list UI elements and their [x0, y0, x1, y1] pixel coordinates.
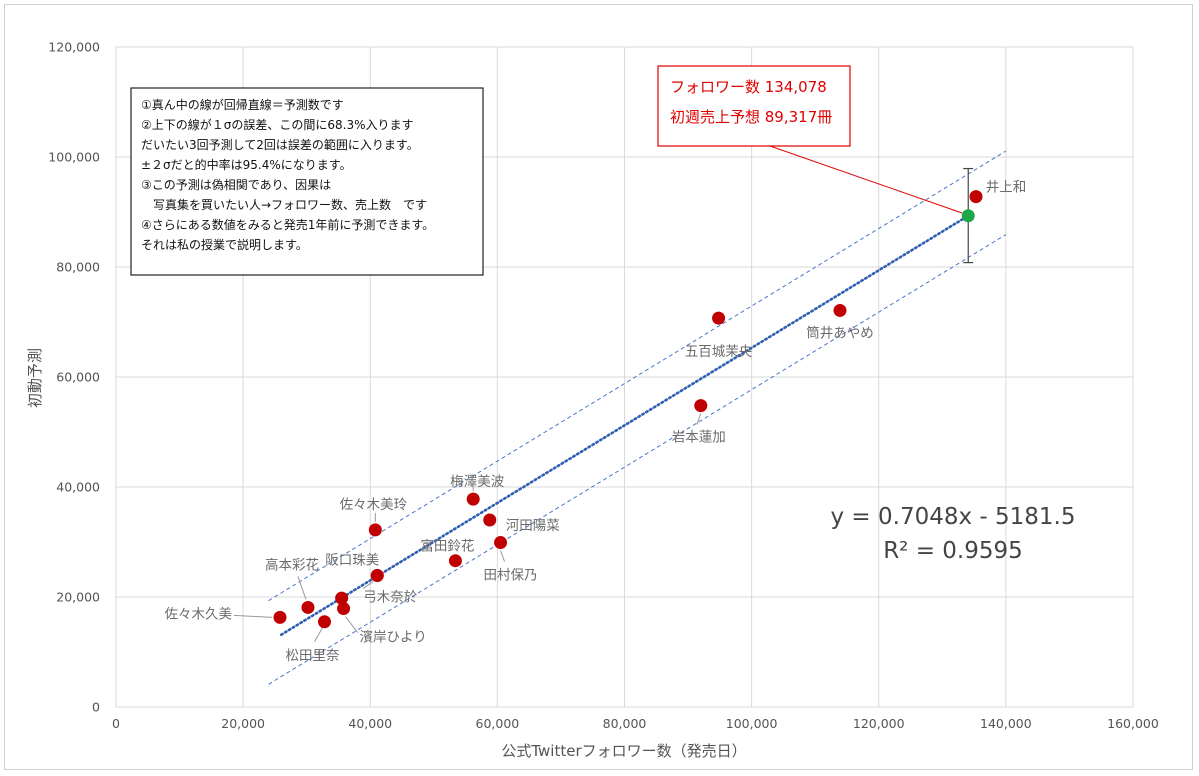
data-point: [494, 536, 508, 550]
data-point: [273, 610, 287, 624]
point-label: 筒井あやめ: [806, 324, 874, 341]
point-label-leader: [362, 581, 374, 589]
point-label: 河田陽菜: [506, 518, 560, 534]
y-tick-label: 0: [92, 700, 100, 715]
x-tick-label: 60,000: [476, 716, 520, 731]
data-points: [273, 190, 983, 629]
note-line: ③この予測は偽相関であり、因果は: [141, 178, 331, 192]
data-point: [712, 311, 726, 325]
point-label: 濱岸ひより: [360, 630, 427, 646]
y-tick-label: 100,000: [48, 150, 100, 165]
note-line: だいたい3回予測して2回は誤差の範囲に入ります。: [141, 137, 419, 152]
callout-followers: フォロワー数 134,078: [670, 78, 827, 96]
point-label: 井上和: [986, 180, 1027, 196]
note-line: 写真集を買いたい人→フォロワー数、売上数 です: [141, 197, 427, 212]
point-label: 佐々木美玲: [340, 497, 408, 513]
note-box: ①真ん中の線が回帰直線＝予測数です ②上下の線が１σの誤差、この間に68.3%入り…: [130, 87, 484, 276]
data-point: [466, 492, 480, 506]
data-point: [969, 190, 983, 204]
point-label-leader: [314, 627, 323, 642]
point-label-leader: [297, 576, 307, 600]
data-point: [301, 600, 315, 614]
data-point: [448, 554, 462, 568]
upper-sigma-line: [268, 150, 1007, 602]
data-point: [368, 523, 382, 537]
point-label: 五百城茉央: [685, 343, 753, 360]
point-label: 梅澤美波: [450, 474, 504, 490]
x-tick-label: 40,000: [348, 716, 392, 731]
y-tick-label: 60,000: [56, 370, 100, 385]
point-label-leader: [233, 614, 273, 618]
label-leaders: [233, 413, 702, 642]
regression-equation: y = 0.7048x - 5181.5: [831, 504, 1076, 530]
note-line: それは私の授業で説明します。: [141, 237, 308, 252]
callout-box: [657, 65, 851, 147]
data-point: [337, 602, 351, 616]
point-label: 松田里奈: [285, 648, 339, 664]
data-point: [694, 399, 708, 413]
point-label: 田村保乃: [484, 568, 538, 584]
point-label: 富田鈴花: [420, 538, 474, 555]
x-tick-label: 120,000: [853, 716, 905, 731]
y-tick-label: 80,000: [56, 260, 100, 275]
callout: フォロワー数 134,078 初週売上予想 89,317冊: [657, 65, 963, 214]
point-label: 佐々木久美: [164, 606, 232, 622]
r-squared: R² = 0.9595: [883, 538, 1023, 564]
y-axis-title: 初動予測: [26, 348, 44, 408]
note-lines: ①真ん中の線が回帰直線＝予測数です ②上下の線が１σの誤差、この間に68.3%入り…: [141, 97, 434, 252]
lower-sigma-line: [268, 234, 1007, 685]
x-tick-label: 160,000: [1107, 716, 1159, 731]
x-tick-label: 80,000: [603, 716, 647, 731]
data-point: [335, 591, 349, 605]
note-box-frame: [130, 87, 484, 276]
point-label: 弓木奈於: [363, 590, 417, 606]
x-axis-title: 公式Twitterフォロワー数（発売日）: [501, 742, 746, 760]
chart-frame: [4, 4, 1193, 770]
note-line: ①真ん中の線が回帰直線＝予測数です: [141, 97, 344, 112]
data-point: [833, 303, 847, 317]
data-point: [483, 513, 497, 527]
regression-line: [279, 214, 970, 637]
data-point: [370, 569, 384, 583]
note-line: ±２σだと的中率は95.4%になります。: [141, 157, 352, 172]
point-label-leader: [500, 550, 506, 562]
note-line: ②上下の線が１σの誤差、この間に68.3%入ります: [141, 117, 414, 132]
x-tick-label: 140,000: [980, 716, 1032, 731]
tick-labels: 0 20,000 40,000 60,000 80,000 100,000 120,000 1…: [48, 40, 1159, 732]
point-label-leader: [345, 616, 358, 633]
note-line: ④さらにある数値をみると発売1年前に予測できます。: [141, 217, 434, 232]
grid: [115, 46, 1134, 708]
data-point: [317, 615, 331, 629]
callout-pointer: [769, 145, 963, 214]
x-tick-label: 0: [112, 716, 120, 731]
y-tick-label: 20,000: [56, 590, 100, 605]
point-label: 岩本蓮加: [672, 430, 726, 446]
point-label: 高本彩花: [265, 556, 319, 573]
x-tick-label: 20,000: [221, 716, 265, 731]
callout-sales-forecast: 初週売上予想 89,317冊: [670, 108, 832, 126]
prediction-point: [961, 209, 975, 223]
point-label: 阪口珠美: [325, 553, 379, 569]
x-tick-label: 100,000: [726, 716, 778, 731]
point-label-leader: [696, 413, 702, 425]
y-tick-label: 120,000: [48, 40, 100, 55]
y-tick-label: 40,000: [56, 480, 100, 495]
